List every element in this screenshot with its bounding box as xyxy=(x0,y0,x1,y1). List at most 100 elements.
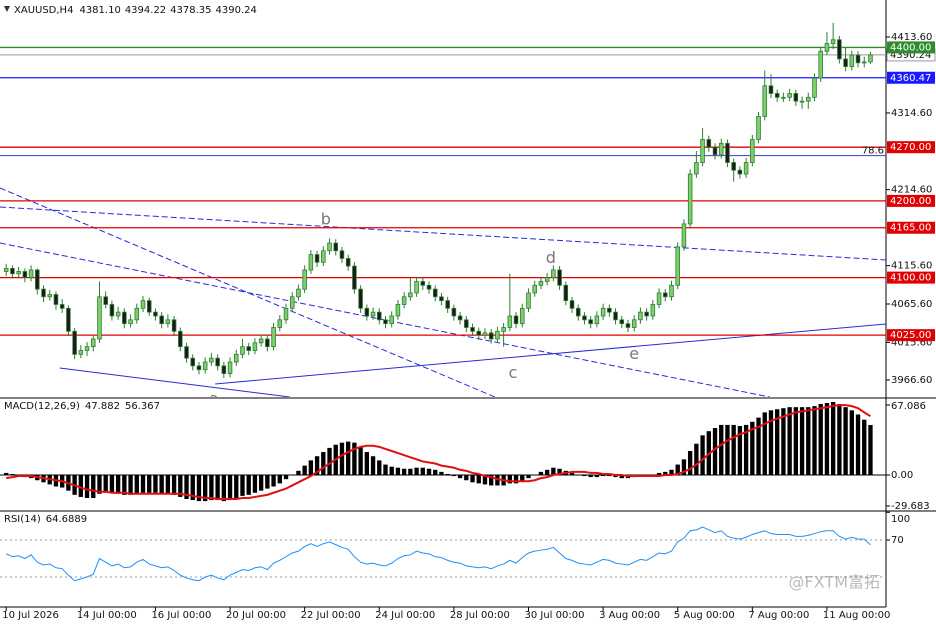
macd-bar xyxy=(862,419,867,476)
candle-body xyxy=(495,330,500,340)
rsi-value: 64.6889 xyxy=(46,514,87,525)
x-tick-label: 5 Aug 00:00 xyxy=(674,610,735,621)
macd-bar xyxy=(383,464,388,476)
level-box xyxy=(887,329,935,342)
macd-bar xyxy=(855,414,861,476)
candle-body xyxy=(743,162,749,175)
level-label: 4100.00 xyxy=(890,273,931,284)
y-tick-label: 70 xyxy=(891,535,904,546)
candle-body xyxy=(700,139,705,163)
candle-body xyxy=(507,315,513,328)
candle-body xyxy=(768,85,774,94)
macd-plot xyxy=(0,401,886,502)
macd-bar xyxy=(389,466,394,476)
macd-bar xyxy=(401,468,407,476)
macd-bar xyxy=(457,475,463,479)
x-tick-label: 24 Jul 00:00 xyxy=(375,610,435,621)
low-label: 4378.35 xyxy=(170,5,211,16)
candle-body xyxy=(793,93,799,102)
candle-body xyxy=(861,61,867,64)
level-label: 4400.00 xyxy=(890,42,931,53)
level-box xyxy=(887,221,935,234)
candle-body xyxy=(694,162,699,175)
candle-body xyxy=(470,327,475,332)
y-tick-label: -29.683 xyxy=(891,501,930,512)
macd-bar xyxy=(793,407,799,476)
macd-value: 47.882 xyxy=(85,401,120,412)
wave-label: a xyxy=(209,389,219,408)
macd-bar xyxy=(271,475,276,487)
macd-bar xyxy=(364,452,370,476)
level-box xyxy=(887,271,935,284)
candle-body xyxy=(787,93,792,98)
candle-body xyxy=(53,294,59,305)
macd-bar xyxy=(258,475,264,491)
macd-bar xyxy=(557,468,562,476)
candle-body xyxy=(607,307,612,313)
x-tick-label: 28 Jul 00:00 xyxy=(450,610,510,621)
macd-bar xyxy=(439,471,444,476)
candle-body xyxy=(358,288,363,309)
macd-bar xyxy=(719,424,724,476)
macd-bar xyxy=(420,467,425,476)
candle-body xyxy=(420,281,426,286)
candle-body xyxy=(352,265,357,290)
candle-body xyxy=(370,311,376,317)
candle-body xyxy=(582,315,587,321)
candle-body xyxy=(712,146,718,156)
macd-bar xyxy=(122,475,127,495)
macd-bar xyxy=(451,475,457,477)
fib-label: 78.6 xyxy=(862,146,884,157)
macd-bar xyxy=(470,475,475,483)
candle-body xyxy=(72,330,77,355)
candle-body xyxy=(178,330,183,348)
macd-bar xyxy=(184,475,189,500)
candle-body xyxy=(327,242,332,252)
macd-bar xyxy=(97,475,102,494)
macd-bar xyxy=(799,407,805,476)
macd-header: MACD(12,26,9) 47.882 56.367 xyxy=(4,401,160,412)
macd-bar xyxy=(476,475,481,484)
signal-line xyxy=(6,404,871,501)
macd-bar xyxy=(830,401,836,476)
candle-body xyxy=(837,39,842,60)
level-label: 4270.00 xyxy=(890,142,931,153)
macd-bar xyxy=(246,475,251,495)
candle-body xyxy=(476,330,482,336)
candle-body xyxy=(812,77,817,98)
level-label: 4360.47 xyxy=(890,73,931,84)
macd-bar xyxy=(115,475,121,494)
candle-body xyxy=(41,288,46,298)
macd-bar xyxy=(781,408,786,476)
macd-bar xyxy=(277,475,282,484)
chart-header: XAUUSD,H4 4381.10 4394.22 4378.35 4390.24 xyxy=(14,5,257,16)
candle-body xyxy=(482,332,488,336)
macd-bar xyxy=(10,473,15,476)
macd-bar xyxy=(408,468,413,476)
macd-bar xyxy=(594,475,600,478)
candle-body xyxy=(401,296,407,305)
candle-body xyxy=(718,142,724,156)
wave-label: e xyxy=(629,344,639,363)
macd-bar xyxy=(737,425,743,476)
macd-bar xyxy=(215,475,220,501)
macd-bar xyxy=(370,456,376,476)
macd-bar xyxy=(663,471,668,476)
y-tick-label: 4214.60 xyxy=(891,185,932,196)
candle-body xyxy=(613,311,618,321)
watermark: @FXTM富拓 xyxy=(789,573,880,592)
candle-body xyxy=(190,357,196,367)
macd-bar xyxy=(812,406,817,476)
rsi-name: RSI(14) xyxy=(4,514,41,525)
macd-bar xyxy=(190,475,195,501)
x-tick-label: 7 Aug 00:00 xyxy=(748,610,809,621)
candle-body xyxy=(464,319,469,328)
macd-bar xyxy=(619,475,624,479)
candle-body xyxy=(675,246,680,286)
candle-body xyxy=(756,116,761,140)
macd-bar xyxy=(178,475,183,497)
candle-body xyxy=(588,319,593,325)
macd-bar xyxy=(445,473,450,476)
macd-bar xyxy=(426,468,432,476)
